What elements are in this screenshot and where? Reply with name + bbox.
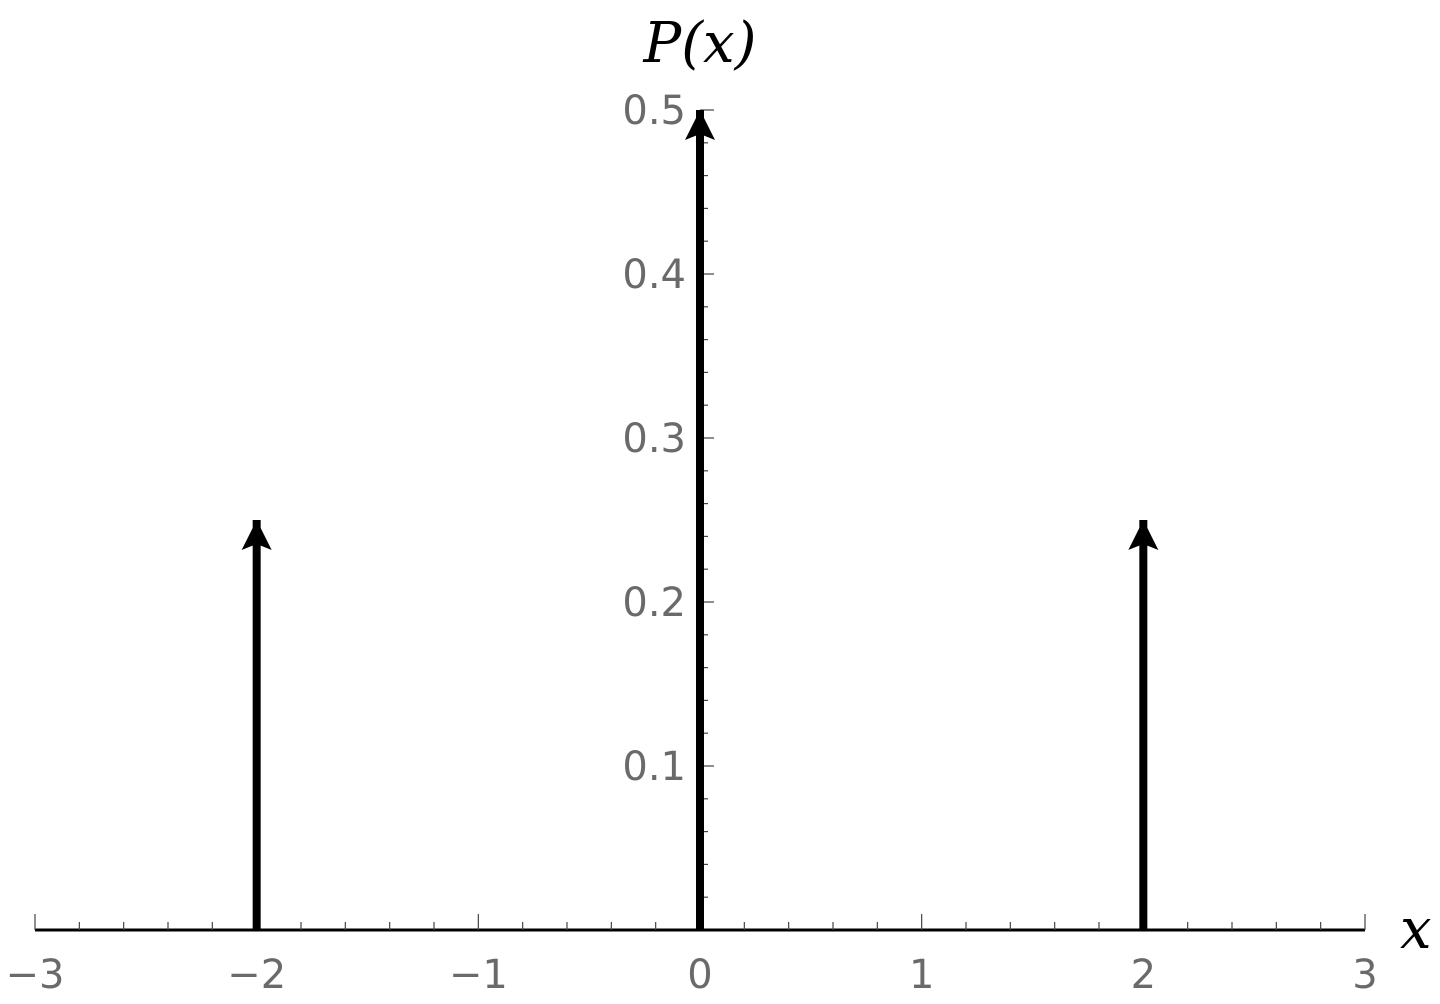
labels: −3 −2 −1 0 1 2 3 0.1 0.2 0.3 0.4 0.5 — [6, 88, 1378, 998]
x-tick-label: −2 — [227, 952, 286, 998]
x-tick-label: 3 — [1352, 952, 1377, 998]
x-tick-label: −1 — [449, 952, 508, 998]
x-tick-label: 1 — [909, 952, 934, 998]
y-tick-label: 0.1 — [622, 744, 686, 790]
x-tick-label: −3 — [6, 952, 65, 998]
y-tick-label: 0.5 — [622, 88, 686, 134]
y-tick-label: 0.4 — [622, 252, 686, 298]
x-tick-label: 2 — [1131, 952, 1156, 998]
stems — [241, 110, 1159, 930]
y-tick-label: 0.2 — [622, 580, 686, 626]
y-axis-title: P(x) — [643, 11, 757, 76]
x-tick-label: 0 — [687, 952, 712, 998]
y-tick-label: 0.3 — [622, 416, 686, 462]
x-axis-title: x — [1400, 897, 1432, 962]
